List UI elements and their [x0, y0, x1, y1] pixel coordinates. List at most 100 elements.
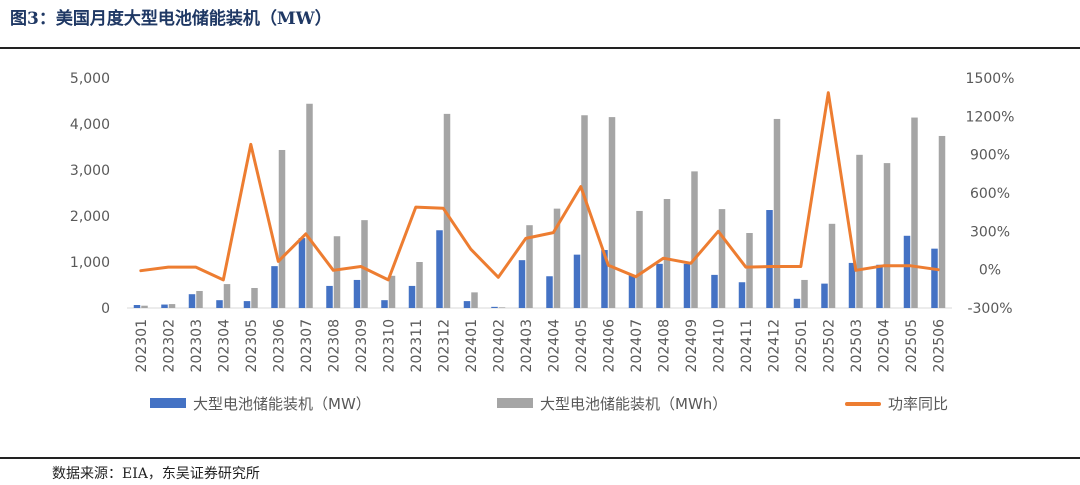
y-right-tick-label: 1200% [966, 109, 1015, 125]
x-tick-label: 202409 [684, 319, 700, 372]
y-left-tick-label: 1,000 [70, 255, 110, 271]
y-right-tick-label: 600% [970, 186, 1010, 202]
bar-mw-202404 [546, 276, 553, 308]
bar-mwh-202303 [196, 290, 203, 308]
bar-series-group [133, 103, 946, 308]
bar-mwh-202308 [333, 236, 341, 308]
x-tick-label: 202408 [656, 319, 672, 372]
y-left-tick-label: 4,000 [70, 117, 110, 133]
bar-mw-202405 [573, 254, 581, 308]
x-tick-label: 202308 [326, 319, 342, 372]
bar-mw-202309 [353, 279, 361, 308]
x-tick-label: 202302 [161, 319, 177, 372]
bar-mwh-202506 [938, 135, 946, 308]
legend-swatch-mwh [497, 398, 533, 408]
x-tick-label: 202502 [821, 319, 837, 372]
bar-mwh-202305 [251, 287, 258, 308]
legend-label-yoy: 功率同比 [888, 395, 949, 413]
bar-mwh-202310 [388, 275, 396, 308]
bar-mwh-202408 [663, 198, 671, 308]
x-tick-label: 202403 [519, 319, 535, 372]
legend-swatch-mw [150, 398, 186, 408]
bar-mw-202305 [243, 301, 251, 308]
bar-mwh-202301 [141, 305, 148, 308]
bar-mw-202406 [601, 250, 608, 308]
bar-mwh-202405 [581, 115, 588, 308]
x-tick-label: 202311 [409, 319, 425, 372]
bar-mwh-202406 [608, 117, 616, 308]
bar-mwh-202309 [361, 220, 368, 308]
bar-mw-202401 [463, 301, 471, 308]
combo-chart: 0 1,000 2,000 3,000 4,000 5,000 -300% 0% 300% 60… [70, 71, 1015, 373]
bar-mw-202311 [408, 285, 416, 308]
bar-mw-202303 [188, 294, 196, 308]
bar-mwh-202403 [526, 225, 533, 308]
bar-mw-202504 [876, 264, 883, 308]
x-tick-label: 202305 [244, 319, 260, 372]
bar-mw-202410 [711, 274, 718, 308]
bar-mwh-202502 [828, 223, 836, 308]
y-left-tick-label: 5,000 [70, 71, 110, 87]
y-right-tick-label: 900% [970, 148, 1010, 164]
bar-mwh-202505 [911, 117, 918, 308]
bar-mw-202409 [683, 263, 691, 308]
x-tick-label: 202411 [739, 319, 755, 372]
bar-mwh-202402 [498, 307, 506, 308]
bar-mw-202408 [656, 263, 663, 308]
bar-mwh-202302 [168, 304, 176, 308]
bar-mw-202403 [518, 260, 526, 308]
source-note: 数据来源：EIA，东吴证券研究所 [52, 466, 260, 482]
yoy-line [139, 91, 940, 282]
bar-mw-202506 [931, 248, 938, 308]
bar-mw-202402 [491, 306, 498, 308]
y-right-tick-label: 1500% [966, 71, 1015, 87]
x-tick-label: 202405 [574, 319, 590, 372]
bar-mw-202307 [298, 238, 306, 308]
y-left-tick-label: 3,000 [70, 163, 110, 179]
x-tick-label: 202307 [299, 319, 315, 372]
bar-mw-202312 [436, 230, 443, 308]
x-tick-label: 202304 [216, 319, 232, 373]
bar-mwh-202312 [443, 113, 451, 308]
bar-mwh-202306 [278, 149, 286, 308]
top-divider [0, 47, 1080, 49]
bar-mw-202407 [628, 274, 636, 308]
bar-mwh-202401 [471, 292, 478, 308]
x-tick-label: 202310 [381, 319, 397, 372]
bar-mwh-202411 [746, 233, 753, 308]
bar-mwh-202412 [773, 118, 781, 308]
bar-mw-202501 [793, 298, 801, 308]
x-tick-label: 202503 [849, 319, 865, 372]
bar-mw-202310 [381, 300, 388, 308]
bar-mwh-202407 [636, 210, 643, 308]
y-right-tick-label: 0% [979, 263, 1001, 279]
x-tick-label: 202306 [271, 319, 287, 373]
bar-mw-202502 [821, 283, 828, 308]
bar-mw-202306 [271, 266, 278, 308]
bottom-divider [0, 457, 1080, 459]
x-tick-label: 202505 [904, 319, 920, 372]
x-tick-label: 202501 [794, 319, 810, 372]
bar-mw-202302 [161, 304, 168, 308]
left-axis-labels: 0 1,000 2,000 3,000 4,000 5,000 [70, 71, 110, 317]
bar-mwh-202504 [883, 163, 891, 308]
x-tick-label: 202312 [436, 319, 452, 372]
bar-mw-202301 [133, 305, 141, 308]
chart-title: 图3：美国月度大型电池储能装机（MW） [10, 9, 332, 29]
bar-mwh-202404 [553, 208, 561, 308]
bar-mwh-202503 [856, 154, 863, 308]
right-axis-labels: -300% 0% 300% 600% 900% 1200% 1500% [966, 71, 1015, 317]
bar-mwh-202409 [691, 171, 698, 308]
bar-mw-202503 [848, 262, 856, 308]
bar-mw-202308 [326, 285, 333, 308]
x-tick-label: 202301 [134, 319, 150, 372]
y-left-tick-label: 0 [101, 301, 110, 317]
x-tick-label: 202309 [354, 319, 370, 372]
x-tick-label: 202404 [546, 319, 562, 373]
x-tick-label: 202401 [464, 319, 480, 372]
bar-mw-202304 [216, 300, 223, 308]
legend-swatch-yoy [845, 402, 881, 406]
x-tick-label: 202410 [711, 319, 727, 372]
x-tick-label: 202407 [629, 319, 645, 372]
category-axis-labels: 202301 202302 202303 202304 202305 202306 2023… [134, 319, 947, 373]
